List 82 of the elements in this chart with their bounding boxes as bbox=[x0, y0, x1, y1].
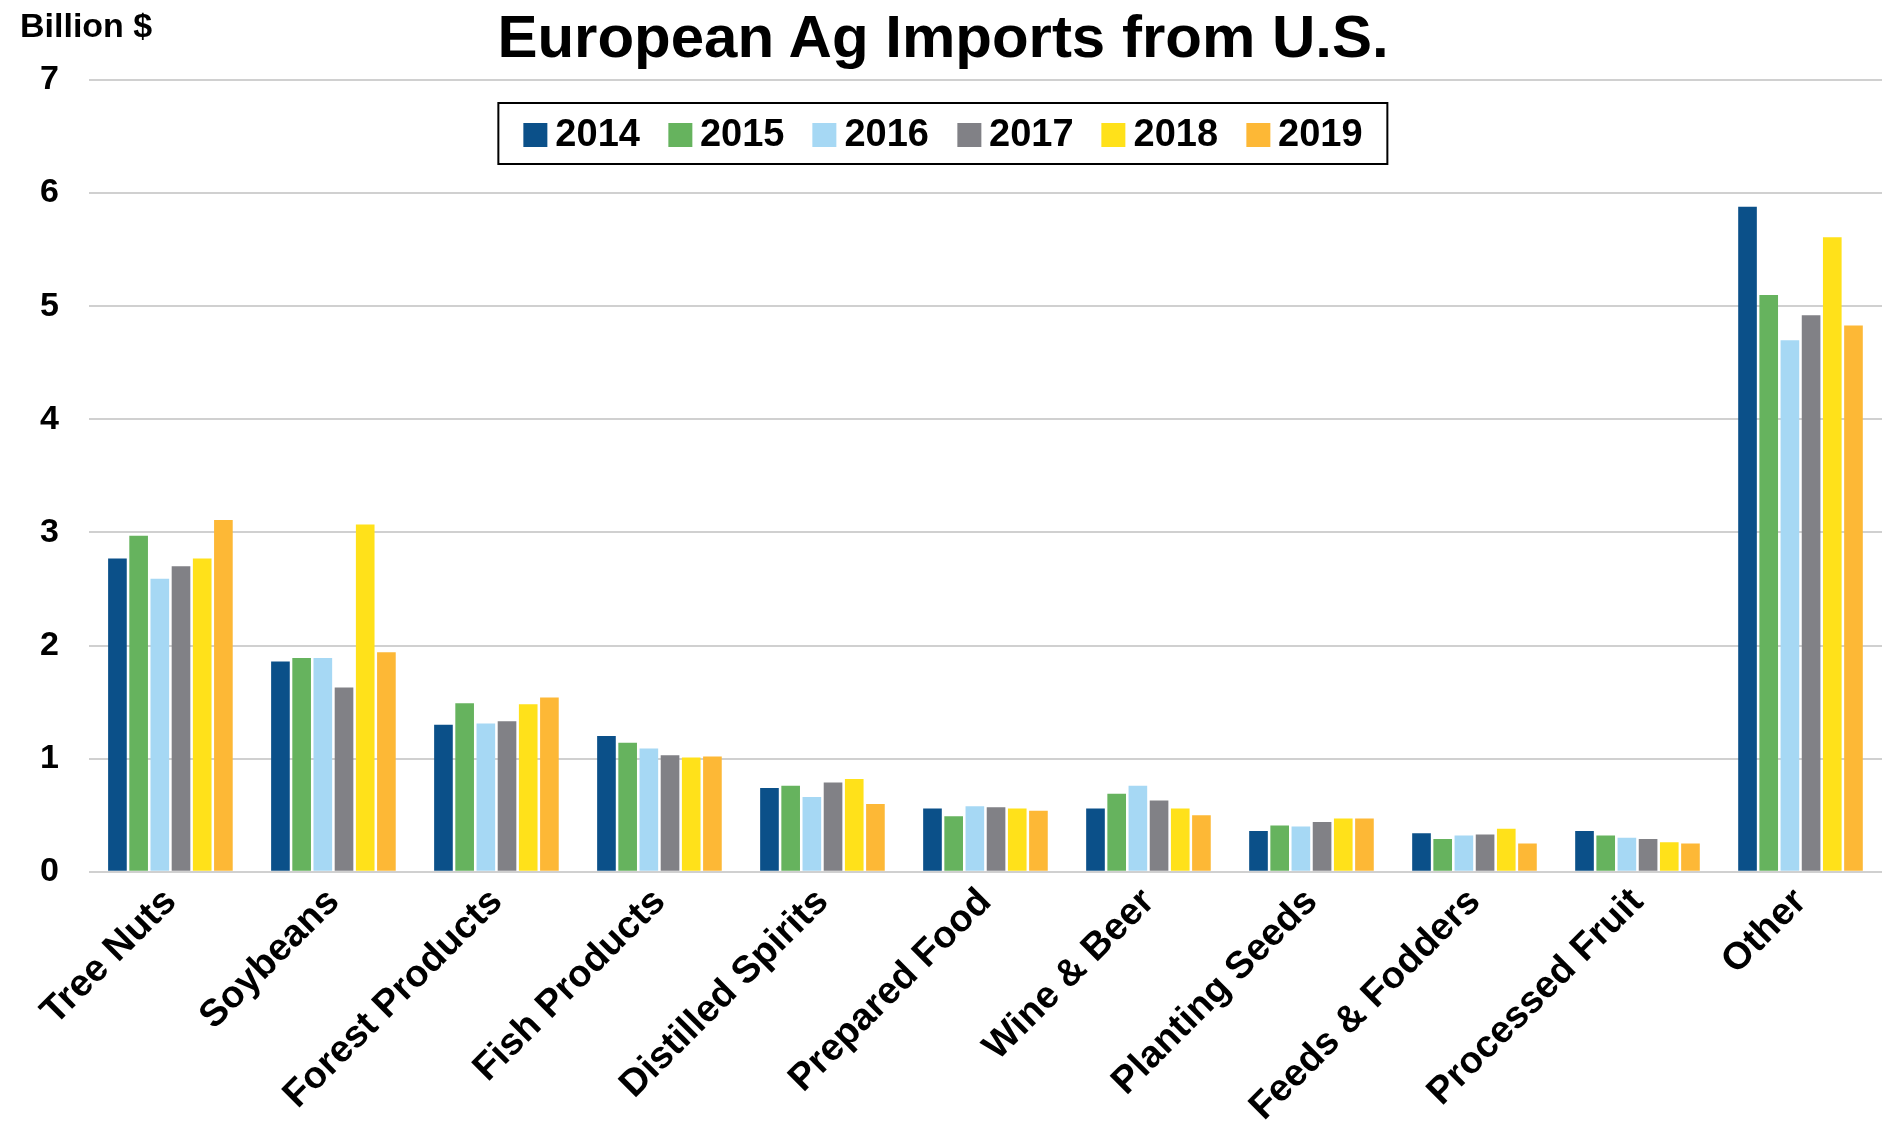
y-tick-label: 3 bbox=[39, 510, 59, 549]
y-axis-title: Billion $ bbox=[20, 6, 153, 45]
bar bbox=[1596, 835, 1616, 871]
bar bbox=[1759, 294, 1779, 871]
chart-title: European Ag Imports from U.S. bbox=[497, 3, 1389, 70]
bar bbox=[129, 535, 148, 871]
bar bbox=[1029, 810, 1048, 871]
bar bbox=[660, 755, 680, 871]
bar bbox=[1801, 315, 1821, 871]
bar bbox=[1333, 818, 1353, 871]
bar bbox=[1681, 843, 1700, 871]
bar bbox=[271, 661, 290, 871]
legend-label: 2018 bbox=[1132, 112, 1219, 155]
bar bbox=[108, 558, 127, 871]
bar bbox=[214, 520, 233, 871]
bar bbox=[497, 721, 517, 871]
bar bbox=[1355, 818, 1374, 871]
bar bbox=[434, 724, 453, 871]
bar bbox=[1128, 785, 1148, 871]
bar bbox=[703, 756, 722, 871]
legend-label: 2016 bbox=[843, 112, 929, 155]
bar bbox=[1496, 828, 1516, 871]
bar bbox=[1617, 837, 1637, 871]
y-tick-label: 4 bbox=[39, 397, 59, 436]
bar bbox=[823, 782, 843, 871]
bar bbox=[1518, 843, 1537, 871]
bar bbox=[1475, 834, 1495, 871]
bar bbox=[597, 736, 616, 871]
bar bbox=[781, 785, 800, 871]
legend-label: 2017 bbox=[988, 112, 1074, 155]
bar bbox=[1007, 808, 1027, 871]
bar bbox=[518, 704, 538, 871]
bar bbox=[1454, 835, 1474, 871]
bar bbox=[1249, 831, 1268, 871]
bar bbox=[1170, 808, 1190, 871]
bar bbox=[1575, 831, 1594, 871]
bar bbox=[802, 797, 822, 871]
bar bbox=[476, 723, 496, 871]
y-tick-label: 1 bbox=[39, 737, 59, 776]
bar bbox=[1433, 838, 1453, 871]
bar bbox=[965, 806, 985, 871]
bar bbox=[1086, 808, 1105, 871]
bar bbox=[171, 566, 191, 871]
legend-label: 2014 bbox=[554, 112, 640, 155]
bar bbox=[1192, 815, 1211, 871]
bar bbox=[292, 657, 311, 871]
bar bbox=[377, 652, 396, 871]
bar bbox=[1270, 825, 1290, 871]
bar bbox=[150, 578, 170, 871]
bar bbox=[944, 816, 963, 871]
bar bbox=[313, 657, 333, 871]
bar bbox=[1844, 325, 1863, 871]
bar bbox=[1107, 793, 1126, 871]
y-tick-label: 5 bbox=[39, 284, 59, 323]
bar bbox=[455, 703, 474, 871]
bar bbox=[1780, 340, 1800, 871]
y-tick-label: 0 bbox=[39, 850, 59, 889]
y-tick-label: 6 bbox=[39, 171, 59, 210]
legend-label: 2019 bbox=[1277, 112, 1363, 155]
bar bbox=[1291, 826, 1311, 871]
y-tick-label: 7 bbox=[39, 58, 59, 97]
bar bbox=[540, 697, 559, 871]
bar bbox=[844, 779, 864, 871]
y-tick-label: 2 bbox=[39, 623, 59, 662]
bar bbox=[1149, 800, 1169, 871]
bar bbox=[1738, 206, 1757, 871]
bar bbox=[1412, 833, 1431, 871]
bar bbox=[866, 803, 885, 871]
bar bbox=[1659, 842, 1679, 871]
bar bbox=[355, 524, 375, 871]
bar bbox=[639, 748, 659, 871]
bar bbox=[618, 742, 637, 871]
legend-label: 2015 bbox=[698, 112, 785, 155]
bar bbox=[986, 807, 1006, 871]
bar bbox=[760, 788, 779, 871]
bar bbox=[681, 757, 701, 871]
bar bbox=[1822, 237, 1842, 871]
bar bbox=[334, 687, 354, 871]
bar bbox=[192, 558, 212, 871]
bar bbox=[1312, 822, 1332, 871]
bar bbox=[1638, 838, 1658, 871]
bar bbox=[923, 808, 942, 871]
